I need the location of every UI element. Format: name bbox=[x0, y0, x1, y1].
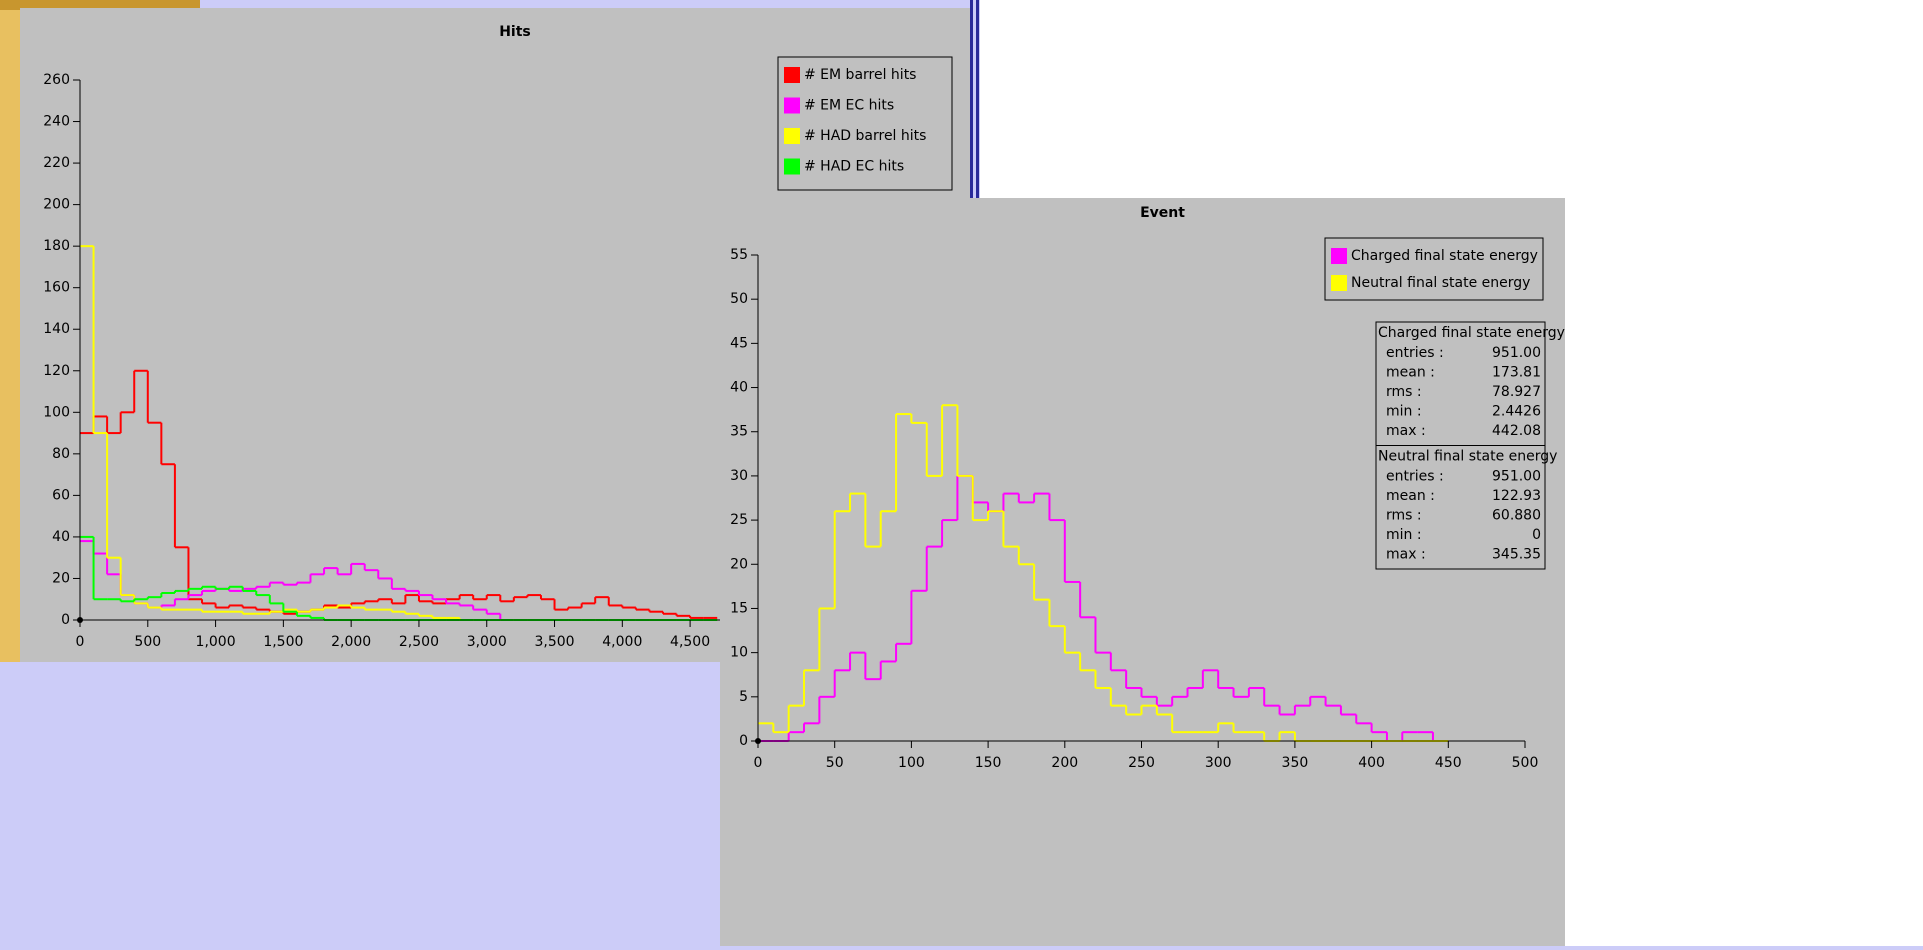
y-tick-label: 20 bbox=[730, 556, 748, 572]
slide-texture bbox=[0, 0, 200, 10]
stats-label: rms : bbox=[1386, 384, 1422, 400]
x-tick-label: 200 bbox=[1051, 755, 1078, 771]
y-tick-label: 25 bbox=[730, 512, 748, 528]
y-tick-label: 60 bbox=[52, 487, 70, 503]
chart-panel: Event 0 5 10 15 20 25 30 35 40 45 50 55 0 50 100 150 200 2… bbox=[720, 198, 1565, 946]
y-tick-label: 50 bbox=[730, 291, 748, 307]
x-tick-label: 150 bbox=[975, 755, 1002, 771]
y-tick-label: 220 bbox=[43, 155, 70, 171]
stats-value: 345.35 bbox=[1492, 547, 1541, 563]
stats-label: mean : bbox=[1386, 365, 1435, 381]
stats-label: mean : bbox=[1386, 488, 1435, 504]
x-tick-label: 4,500 bbox=[670, 634, 710, 650]
stats-value: 0 bbox=[1532, 527, 1541, 543]
stats-value: 951.00 bbox=[1492, 345, 1541, 361]
y-tick-label: 30 bbox=[730, 468, 748, 484]
legend-swatch bbox=[784, 97, 800, 114]
stats-value: 2.4426 bbox=[1492, 404, 1541, 420]
x-tick-label: 500 bbox=[134, 634, 161, 650]
y-tick-label: 10 bbox=[730, 645, 748, 661]
x-tick-label: 2,500 bbox=[399, 634, 439, 650]
stats-label: rms : bbox=[1386, 508, 1422, 524]
x-tick-label: 2,000 bbox=[331, 634, 371, 650]
stats-value: 442.08 bbox=[1492, 423, 1541, 439]
window-border bbox=[970, 0, 973, 200]
legend-box bbox=[1324, 237, 1544, 301]
slide-strip bbox=[0, 0, 20, 662]
y-tick-label: 5 bbox=[739, 689, 748, 705]
stats-label: min : bbox=[1386, 404, 1422, 420]
blank-area bbox=[1565, 0, 1923, 946]
stats-box bbox=[1375, 445, 1546, 570]
y-tick-label: 260 bbox=[43, 72, 70, 88]
stats-label: entries : bbox=[1386, 345, 1444, 361]
y-tick-label: 0 bbox=[61, 612, 70, 628]
y-tick-label: 40 bbox=[52, 529, 70, 545]
x-tick-label: 100 bbox=[898, 755, 925, 771]
x-tick-label: 300 bbox=[1205, 755, 1232, 771]
x-tick-label: 500 bbox=[1512, 755, 1539, 771]
chart-title: Hits bbox=[499, 24, 531, 40]
y-tick-label: 20 bbox=[52, 570, 70, 586]
stats-label: entries : bbox=[1386, 469, 1444, 485]
stats-label: max : bbox=[1386, 547, 1426, 563]
y-tick-label: 0 bbox=[739, 733, 748, 749]
panel-background bbox=[720, 198, 1565, 946]
x-tick-label: 3,500 bbox=[534, 634, 574, 650]
legend-label: # EM barrel hits bbox=[804, 67, 916, 83]
y-tick-label: 80 bbox=[52, 446, 70, 462]
stats-title: Neutral final state energy bbox=[1378, 449, 1557, 465]
legend-swatch bbox=[784, 128, 800, 144]
stats-value: 60.880 bbox=[1492, 508, 1541, 524]
x-tick-label: 350 bbox=[1282, 755, 1309, 771]
x-tick-label: 400 bbox=[1358, 755, 1385, 771]
x-tick-label: 450 bbox=[1435, 755, 1462, 771]
stats-value: 173.81 bbox=[1492, 365, 1541, 381]
y-tick-label: 35 bbox=[730, 424, 748, 440]
x-tick-label: 3,000 bbox=[467, 634, 507, 650]
stats-label: min : bbox=[1386, 527, 1422, 543]
legend-label: Neutral final state energy bbox=[1351, 275, 1530, 291]
y-tick-label: 200 bbox=[43, 197, 70, 213]
legend-swatch bbox=[1331, 248, 1347, 264]
legend-swatch bbox=[1331, 275, 1347, 291]
x-tick-label: 4,000 bbox=[602, 634, 642, 650]
y-tick-label: 40 bbox=[730, 380, 748, 396]
stats-box bbox=[1375, 321, 1546, 446]
stats-value: 122.93 bbox=[1492, 488, 1541, 504]
x-tick-label: 0 bbox=[754, 755, 763, 771]
stats-value: 951.00 bbox=[1492, 469, 1541, 485]
legend-swatch bbox=[784, 67, 800, 83]
legend-label: Charged final state energy bbox=[1351, 248, 1538, 264]
window-border bbox=[976, 0, 979, 200]
legend-swatch bbox=[784, 158, 800, 175]
y-tick-label: 180 bbox=[43, 238, 70, 254]
legend-label: # EM EC hits bbox=[804, 98, 894, 114]
x-tick-label: 250 bbox=[1128, 755, 1155, 771]
y-tick-label: 140 bbox=[43, 321, 70, 337]
stats-label: max : bbox=[1386, 423, 1426, 439]
x-tick-label: 0 bbox=[76, 634, 85, 650]
y-tick-label: 55 bbox=[730, 247, 748, 263]
stats-value: 78.927 bbox=[1492, 384, 1541, 400]
x-tick-label: 1,000 bbox=[196, 634, 236, 650]
stats-title: Charged final state energy bbox=[1378, 325, 1565, 341]
y-tick-label: 45 bbox=[730, 335, 748, 351]
y-tick-label: 240 bbox=[43, 114, 70, 130]
x-tick-label: 1,500 bbox=[263, 634, 303, 650]
y-tick-label: 120 bbox=[43, 363, 70, 379]
x-tick-label: 50 bbox=[826, 755, 844, 771]
chart-title: Event bbox=[1140, 205, 1185, 221]
y-tick-label: 160 bbox=[43, 280, 70, 296]
legend-label: # HAD EC hits bbox=[804, 159, 904, 175]
legend-label: # HAD barrel hits bbox=[804, 128, 926, 144]
y-tick-label: 15 bbox=[730, 600, 748, 616]
y-tick-label: 100 bbox=[43, 404, 70, 420]
legend-box bbox=[777, 56, 953, 191]
